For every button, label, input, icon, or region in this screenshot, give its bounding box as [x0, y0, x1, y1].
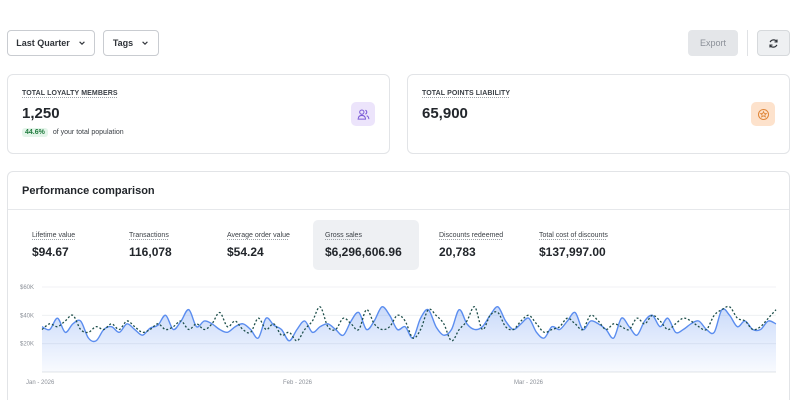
y-tick-label: $60K — [20, 285, 34, 291]
date-range-dropdown[interactable]: Last Quarter — [7, 30, 95, 56]
series-solid-line — [41, 306, 777, 343]
refresh-button[interactable] — [757, 30, 790, 56]
metric-gross-sales[interactable]: Gross sales $6,296,606.96 — [313, 220, 419, 270]
y-tick-label: $40K — [20, 313, 34, 319]
chevron-down-icon — [78, 41, 85, 45]
date-range-label: Last Quarter — [16, 38, 70, 48]
coin-icon-tile — [751, 102, 775, 126]
metric-label: Average order value — [227, 232, 290, 239]
card-value: 1,250 — [22, 105, 60, 122]
card-label: TOTAL POINTS LIABILITY — [422, 90, 511, 97]
series-area-fill — [42, 306, 776, 372]
loyalty-members-card: TOTAL LOYALTY MEMBERS 1,250 44.6% of you… — [7, 74, 390, 154]
card-subtext: 44.6% of your total population — [22, 128, 124, 137]
metric-label: Discounts redeemed — [439, 232, 504, 239]
users-icon — [357, 109, 369, 120]
chevron-down-icon — [142, 41, 148, 45]
x-tick-label: Mar - 2026 — [514, 380, 544, 386]
metric-value: 116,078 — [129, 245, 172, 259]
metric-value: $54.24 — [227, 245, 264, 259]
section-title: Performance comparison — [22, 185, 155, 197]
y-tick-label: $20K — [20, 342, 34, 348]
metric-total-cost-of-discounts[interactable]: Total cost of discounts $137,997.00 — [539, 220, 639, 270]
export-button[interactable]: Export — [688, 30, 738, 56]
x-tick-label: Feb - 2026 — [283, 380, 313, 386]
metric-discounts-redeemed[interactable]: Discounts redeemed 20,783 — [439, 220, 529, 270]
y-axis-ticks: $60K $40K $20K — [20, 285, 34, 348]
gross-sales-chart: $60K $40K $20K Jan - 2026 Feb - 2026 Mar - 2… — [20, 285, 777, 386]
metric-value: $94.67 — [32, 245, 69, 259]
subtext-label: of your total population — [52, 129, 124, 136]
percent-badge: 44.6% — [22, 128, 48, 137]
refresh-icon — [769, 38, 778, 48]
x-axis-ticks: Jan - 2026 Feb - 2026 Mar - 2026 — [26, 380, 544, 386]
coin-icon — [757, 108, 769, 120]
users-icon-tile — [351, 102, 375, 126]
card-label: TOTAL LOYALTY MEMBERS — [22, 90, 118, 97]
x-tick-label: Jan - 2026 — [26, 380, 55, 386]
metric-transactions[interactable]: Transactions 116,078 — [129, 220, 219, 270]
metric-lifetime-value[interactable]: Lifetime value $94.67 — [32, 220, 122, 270]
tags-label: Tags — [112, 38, 134, 48]
tags-dropdown[interactable]: Tags — [103, 30, 159, 56]
card-value: 65,900 — [422, 105, 468, 122]
metric-value: $6,296,606.96 — [325, 245, 402, 259]
metric-label: Transactions — [129, 232, 169, 239]
metric-label: Lifetime value — [32, 232, 76, 239]
metric-value: 20,783 — [439, 245, 476, 259]
toolbar-divider — [747, 30, 748, 56]
metric-value: $137,997.00 — [539, 245, 606, 259]
metric-average-order-value[interactable]: Average order value $54.24 — [227, 220, 317, 270]
points-liability-card: TOTAL POINTS LIABILITY 65,900 — [407, 74, 790, 154]
metric-label: Gross sales — [325, 232, 362, 239]
metric-label: Total cost of discounts — [539, 232, 608, 239]
section-divider — [8, 209, 789, 210]
export-label: Export — [699, 38, 726, 48]
